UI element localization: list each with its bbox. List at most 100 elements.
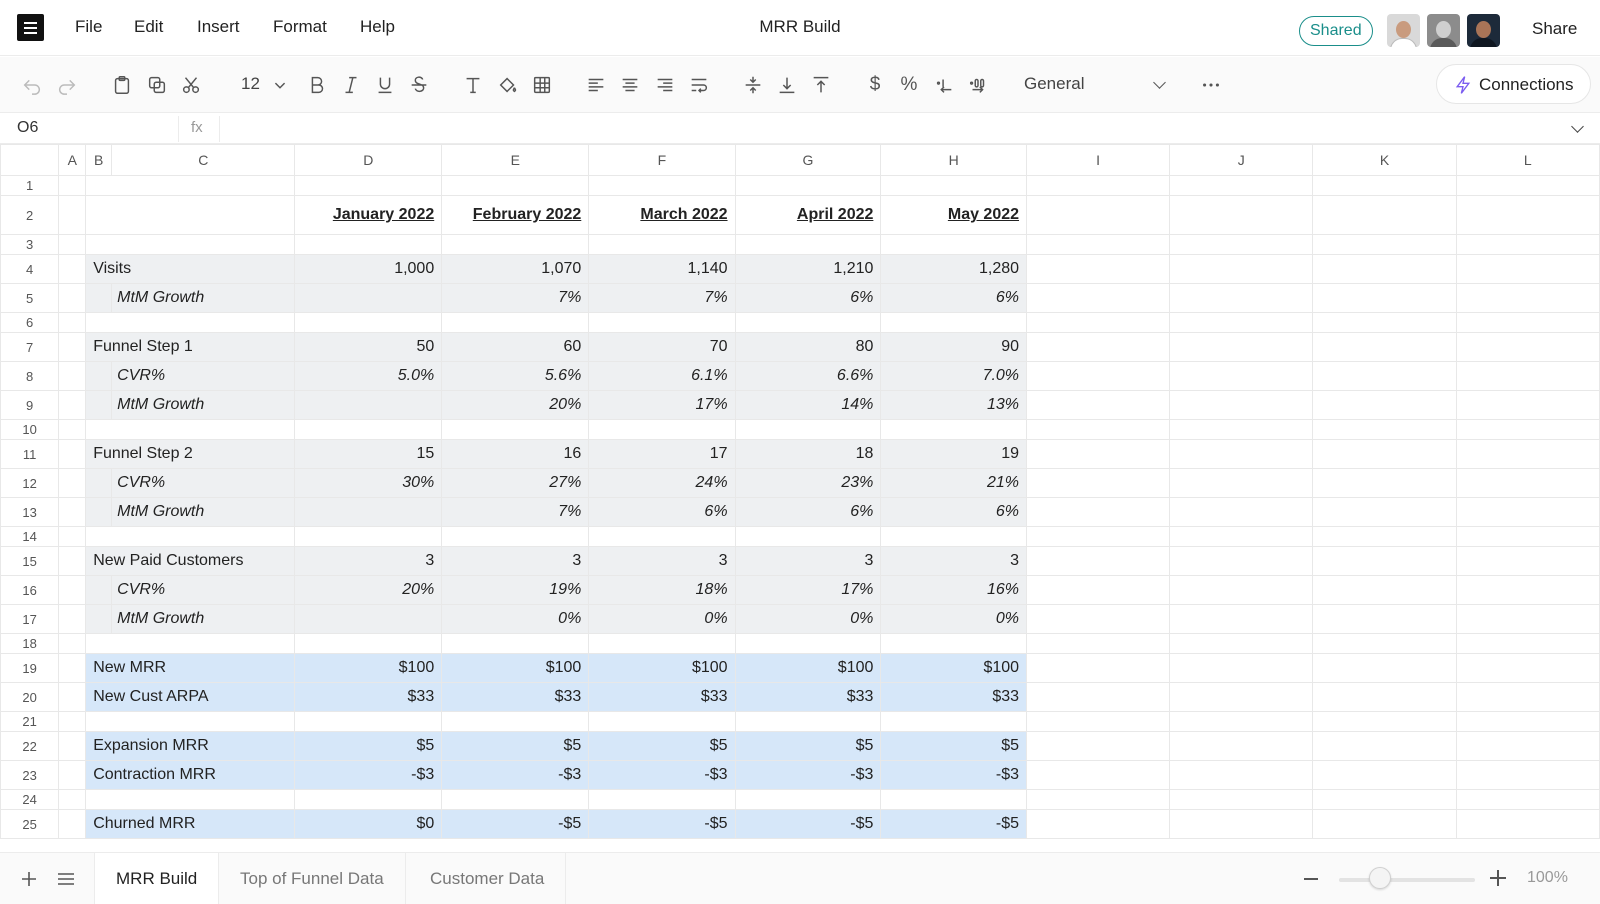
cell[interactable]: [1455, 731, 1600, 761]
table-row[interactable]: 18: [0, 633, 1600, 654]
share-button[interactable]: Share: [1532, 19, 1578, 38]
cell[interactable]: [1455, 682, 1600, 712]
value-cell[interactable]: [734, 633, 882, 654]
table-row[interactable]: 3: [0, 234, 1600, 255]
value-cell[interactable]: [294, 604, 443, 634]
row-header[interactable]: 4: [0, 254, 60, 284]
value-cell[interactable]: 0%: [441, 604, 590, 634]
cell[interactable]: [1026, 332, 1171, 362]
table-row[interactable]: 25 Churned MRR $0 -$5 -$5 -$5 -$5: [0, 809, 1600, 839]
row-header[interactable]: 17: [0, 604, 60, 634]
cell[interactable]: [1312, 546, 1457, 576]
table-row[interactable]: 11 Funnel Step 2 15 16 17 18 19: [0, 439, 1600, 469]
value-cell[interactable]: [734, 419, 882, 440]
row-header[interactable]: 10: [0, 419, 60, 440]
row-label-cell[interactable]: MtM Growth: [111, 390, 296, 420]
value-cell[interactable]: [441, 419, 590, 440]
table-row[interactable]: 23 Contraction MRR -$3 -$3 -$3 -$3 -$3: [0, 760, 1600, 790]
value-cell[interactable]: 6.6%: [734, 361, 882, 391]
strikethrough-icon[interactable]: [405, 71, 433, 99]
month-header-cell[interactable]: February 2022: [441, 195, 590, 235]
chevron-down-icon[interactable]: [266, 71, 294, 99]
currency-format-icon[interactable]: $: [869, 74, 881, 95]
value-cell[interactable]: [734, 234, 882, 255]
vertical-align-bottom-icon[interactable]: [773, 71, 801, 99]
value-cell[interactable]: -$3: [588, 760, 736, 790]
cell[interactable]: [85, 390, 113, 420]
row-header[interactable]: 7: [0, 332, 60, 362]
row-label-cell[interactable]: [85, 633, 296, 654]
cell[interactable]: [1026, 283, 1171, 313]
cell[interactable]: [1026, 419, 1171, 440]
cell[interactable]: [1455, 195, 1600, 235]
row-header[interactable]: 21: [0, 711, 60, 732]
align-left-icon[interactable]: [582, 71, 610, 99]
value-cell[interactable]: [588, 789, 736, 810]
table-row[interactable]: 20 New Cust ARPA $33 $33 $33 $33 $33: [0, 682, 1600, 712]
percent-format-icon[interactable]: %: [900, 74, 918, 95]
value-cell[interactable]: [588, 312, 736, 333]
value-cell[interactable]: 0%: [880, 604, 1028, 634]
value-cell[interactable]: 0%: [734, 604, 882, 634]
column-header[interactable]: E: [441, 144, 590, 176]
zoom-in-icon[interactable]: [1490, 870, 1506, 886]
value-cell[interactable]: [734, 789, 882, 810]
value-cell[interactable]: [880, 234, 1028, 255]
cell[interactable]: [1169, 254, 1314, 284]
cut-icon[interactable]: [177, 71, 205, 99]
document-title[interactable]: MRR Build: [759, 17, 841, 36]
value-cell[interactable]: [588, 711, 736, 732]
value-cell[interactable]: [294, 633, 443, 654]
value-cell[interactable]: $5: [294, 731, 443, 761]
app-logo-icon[interactable]: [17, 14, 44, 41]
value-cell[interactable]: -$3: [734, 760, 882, 790]
value-cell[interactable]: $100: [734, 653, 882, 683]
column-header[interactable]: I: [1026, 144, 1171, 176]
column-header[interactable]: L: [1455, 144, 1600, 176]
value-cell[interactable]: -$5: [880, 809, 1028, 839]
row-header[interactable]: 3: [0, 234, 60, 255]
row-label-cell[interactable]: Funnel Step 2: [85, 439, 296, 469]
value-cell[interactable]: [734, 711, 882, 732]
table-row[interactable]: 14: [0, 526, 1600, 547]
value-cell[interactable]: [588, 175, 736, 196]
value-cell[interactable]: -$5: [441, 809, 590, 839]
value-cell[interactable]: 6%: [588, 497, 736, 527]
value-cell[interactable]: 80: [734, 332, 882, 362]
row-label-cell[interactable]: New Paid Customers: [85, 546, 296, 576]
cell[interactable]: [58, 604, 87, 634]
month-header-cell[interactable]: January 2022: [294, 195, 443, 235]
cell[interactable]: [1169, 789, 1314, 810]
column-header[interactable]: K: [1312, 144, 1457, 176]
value-cell[interactable]: $33: [734, 682, 882, 712]
row-label-cell[interactable]: [85, 312, 296, 333]
menu-help[interactable]: Help: [360, 17, 395, 36]
cell[interactable]: [1312, 575, 1457, 605]
cell[interactable]: [1312, 332, 1457, 362]
cell[interactable]: [58, 760, 87, 790]
row-header[interactable]: 5: [0, 283, 60, 313]
value-cell[interactable]: 24%: [588, 468, 736, 498]
cell[interactable]: [1026, 809, 1171, 839]
value-cell[interactable]: [441, 234, 590, 255]
row-header[interactable]: 2: [0, 195, 60, 235]
value-cell[interactable]: $33: [294, 682, 443, 712]
cell[interactable]: [1312, 468, 1457, 498]
cell[interactable]: [1026, 731, 1171, 761]
cell[interactable]: [1026, 526, 1171, 547]
borders-icon[interactable]: [528, 71, 556, 99]
value-cell[interactable]: 20%: [441, 390, 590, 420]
cell[interactable]: [1312, 419, 1457, 440]
cell[interactable]: [58, 439, 87, 469]
cell[interactable]: [1312, 760, 1457, 790]
vertical-align-top-icon[interactable]: [807, 71, 835, 99]
cell[interactable]: [1312, 711, 1457, 732]
menu-file[interactable]: File: [75, 17, 103, 36]
cell[interactable]: [1026, 604, 1171, 634]
row-label-cell[interactable]: [85, 789, 296, 810]
value-cell[interactable]: $5: [588, 731, 736, 761]
avatar[interactable]: [1467, 14, 1500, 47]
sheet-list-icon[interactable]: [54, 867, 78, 891]
cell[interactable]: [1026, 497, 1171, 527]
cell[interactable]: [58, 312, 87, 333]
